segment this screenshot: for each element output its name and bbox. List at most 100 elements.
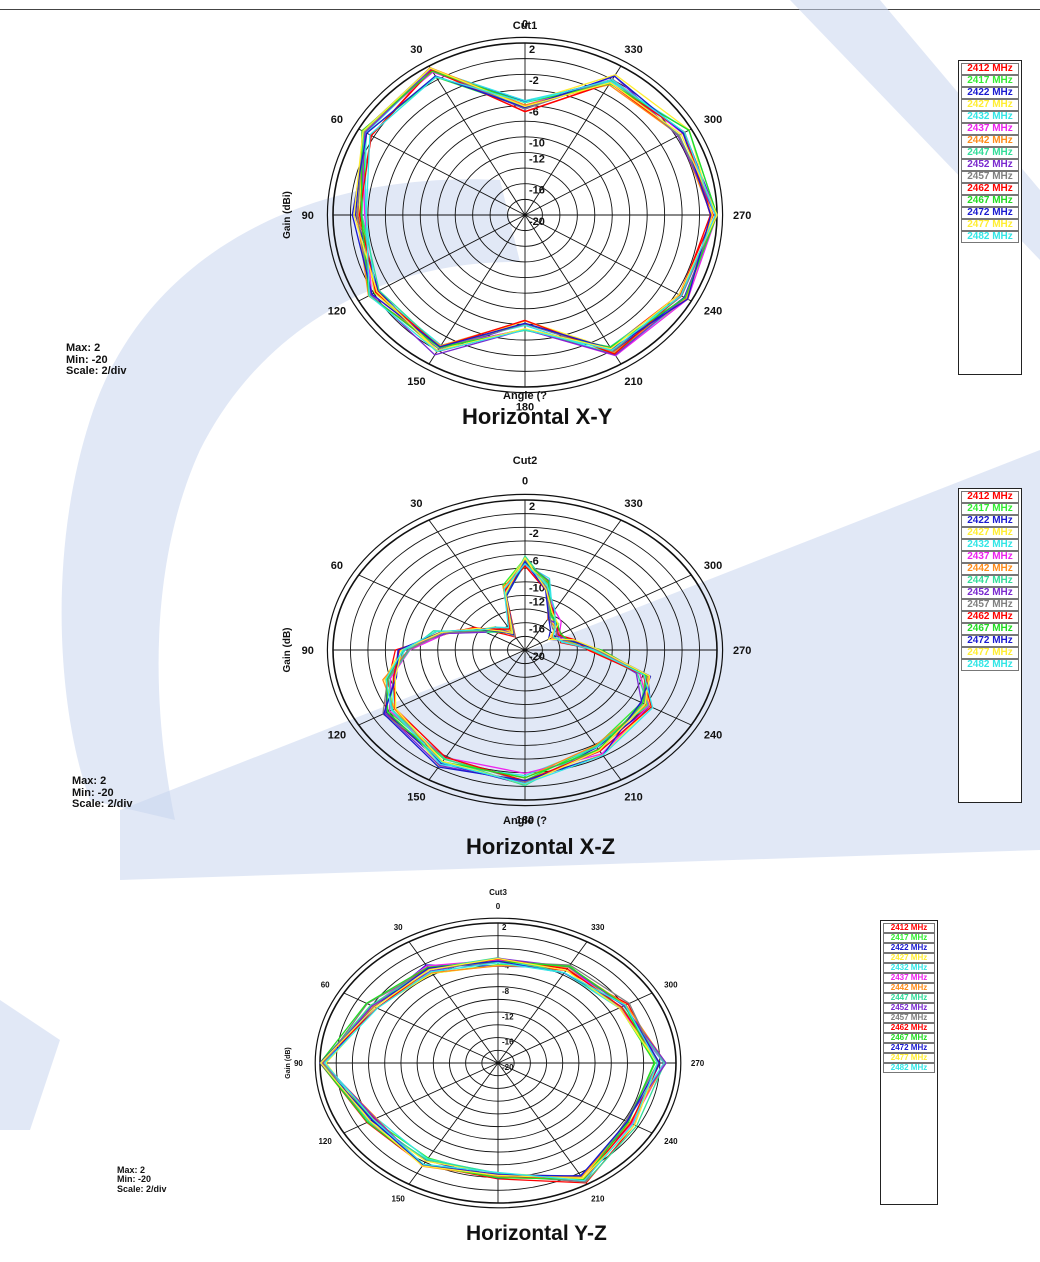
stats-min: Min: -20 <box>66 353 108 366</box>
radial-tick-label: -20 <box>529 216 545 228</box>
grid-spoke <box>524 65 622 216</box>
series-line-2482-mhz <box>365 76 716 353</box>
stats-min: Min: -20 <box>117 1174 152 1185</box>
legend-item: 2417 MHz <box>961 503 1019 515</box>
polar-chart-cut3: Cut303060901201501802102402703003302-4-8… <box>285 888 705 1209</box>
legend-cut1: 2412 MHz 2417 MHz 2422 MHz 2427 MHz 2432 MHz… <box>958 60 1022 375</box>
legend-item: 2412 MHz <box>961 491 1019 503</box>
angle-tick-label: 0 <box>522 18 528 30</box>
angle-tick-label: 240 <box>704 730 722 742</box>
radial-tick-label: -12 <box>529 596 545 608</box>
legend-item: 2447 MHz <box>961 575 1019 587</box>
legend-item: 2432 MHz <box>961 111 1019 123</box>
angle-tick-label: 60 <box>331 560 343 572</box>
grid-spoke <box>428 649 526 781</box>
angle-tick-label: 90 <box>302 210 314 222</box>
legend-item: 2462 MHz <box>961 611 1019 623</box>
radial-tick-label: -2 <box>529 75 539 87</box>
stats-cut3: Max: 2 Min: -20 Scale: 2/div <box>117 1165 167 1194</box>
series-line-2477-mhz <box>394 557 651 785</box>
legend-item: 2442 MHz <box>961 135 1019 147</box>
stats-max: Max: 2 <box>72 775 107 787</box>
angle-tick-label: 150 <box>392 1195 406 1204</box>
legend-item: 2422 MHz <box>961 515 1019 527</box>
stats-max: Max: 2 <box>66 342 101 354</box>
grid-spoke <box>524 649 692 726</box>
grid-spoke <box>524 649 622 781</box>
legend-item: 2427 MHz <box>961 527 1019 539</box>
outer-ring <box>326 36 724 394</box>
angle-tick-label: 120 <box>328 730 346 742</box>
radial-tick-label: -2 <box>529 528 539 540</box>
legend-cut3: 2412 MHz 2417 MHz 2422 MHz 2427 MHz 2432 MHz… <box>880 920 938 1205</box>
series-line-2477-mhz <box>353 67 718 352</box>
angle-tick-label: 180 <box>516 814 534 826</box>
grid-spoke <box>343 992 499 1064</box>
caption-cut3: Horizontal Y-Z <box>466 1222 607 1245</box>
legend-item: 2472 MHz <box>961 635 1019 647</box>
legend-item: 2417 MHz <box>961 75 1019 87</box>
watermark-bar <box>120 450 1040 880</box>
legend-item: 2417 MHz <box>883 933 935 943</box>
legend-item: 2412 MHz <box>961 63 1019 75</box>
series-line-2472-mhz <box>351 75 712 350</box>
legend-item: 2482 MHz <box>961 231 1019 243</box>
angle-tick-label: 30 <box>410 498 422 510</box>
grid-spoke <box>497 941 588 1064</box>
legend-item: 2457 MHz <box>961 599 1019 611</box>
angle-tick-label: 120 <box>318 1137 332 1146</box>
series-line-2477-mhz <box>320 957 658 1180</box>
radial-tick-label: -6 <box>529 106 539 118</box>
series-line-2482-mhz <box>323 962 659 1182</box>
series-traces <box>351 66 718 357</box>
legend-item: 2447 MHz <box>883 993 935 1003</box>
grid-spoke <box>497 1062 653 1134</box>
grid-spoke <box>524 214 692 302</box>
legend-item: 2467 MHz <box>961 195 1019 207</box>
grid-spoke <box>524 214 622 365</box>
series-line-2472-mhz <box>383 561 652 782</box>
angle-tick-label: 120 <box>328 306 346 318</box>
caption-cut1: Horizontal X-Y <box>462 404 613 429</box>
radial-tick-label: -16 <box>502 1038 514 1047</box>
legend-item: 2482 MHz <box>883 1063 935 1073</box>
angle-tick-label: 270 <box>733 210 751 222</box>
legend-item: 2482 MHz <box>961 659 1019 671</box>
legend-cut2: 2412 MHz 2417 MHz 2422 MHz 2427 MHz 2432 MHz… <box>958 488 1022 803</box>
grid-spoke <box>358 214 526 302</box>
series-traces <box>319 957 667 1184</box>
angle-tick-label: 330 <box>624 498 642 510</box>
radial-tick-label: -12 <box>502 1012 514 1021</box>
angle-tick-label: 210 <box>591 1195 605 1204</box>
legend-item: 2457 MHz <box>961 171 1019 183</box>
series-traces <box>382 555 654 787</box>
chart-title: Cut1 <box>513 20 537 32</box>
axis-label-y: Gain (dB) <box>282 628 293 673</box>
angle-tick-label: 180 <box>516 401 534 413</box>
radial-tick-labels: 2-2-6-10-12-16-20 <box>529 501 545 663</box>
polar-grid <box>326 493 724 807</box>
polar-grid <box>326 36 724 394</box>
angle-tick-label: 60 <box>331 114 343 126</box>
radial-tick-labels: 2-2-6-10-12-16-20 <box>529 44 545 228</box>
axis-label-x: Angle (? <box>503 390 547 402</box>
grid-spoke <box>358 574 526 651</box>
angle-tick-label: 150 <box>407 792 425 804</box>
chart-title: Cut2 <box>513 455 537 467</box>
grid-spoke <box>408 941 499 1064</box>
watermark-arc <box>61 179 521 820</box>
legend-item: 2412 MHz <box>883 923 935 933</box>
angle-tick-label: 150 <box>407 376 425 388</box>
legend-item: 2467 MHz <box>961 623 1019 635</box>
angle-tick-label: 90 <box>294 1059 303 1068</box>
angle-tick-label: 330 <box>591 923 605 932</box>
angle-tick-label: 270 <box>733 645 751 657</box>
legend-item: 2427 MHz <box>883 953 935 963</box>
series-line-2482-mhz <box>385 563 654 785</box>
grid-spoke <box>358 128 526 216</box>
radial-tick-label: -20 <box>502 1063 514 1072</box>
angle-tick-label: 240 <box>664 1137 678 1146</box>
angle-tick-label: 210 <box>624 792 642 804</box>
stats-max: Max: 2 <box>117 1165 146 1175</box>
